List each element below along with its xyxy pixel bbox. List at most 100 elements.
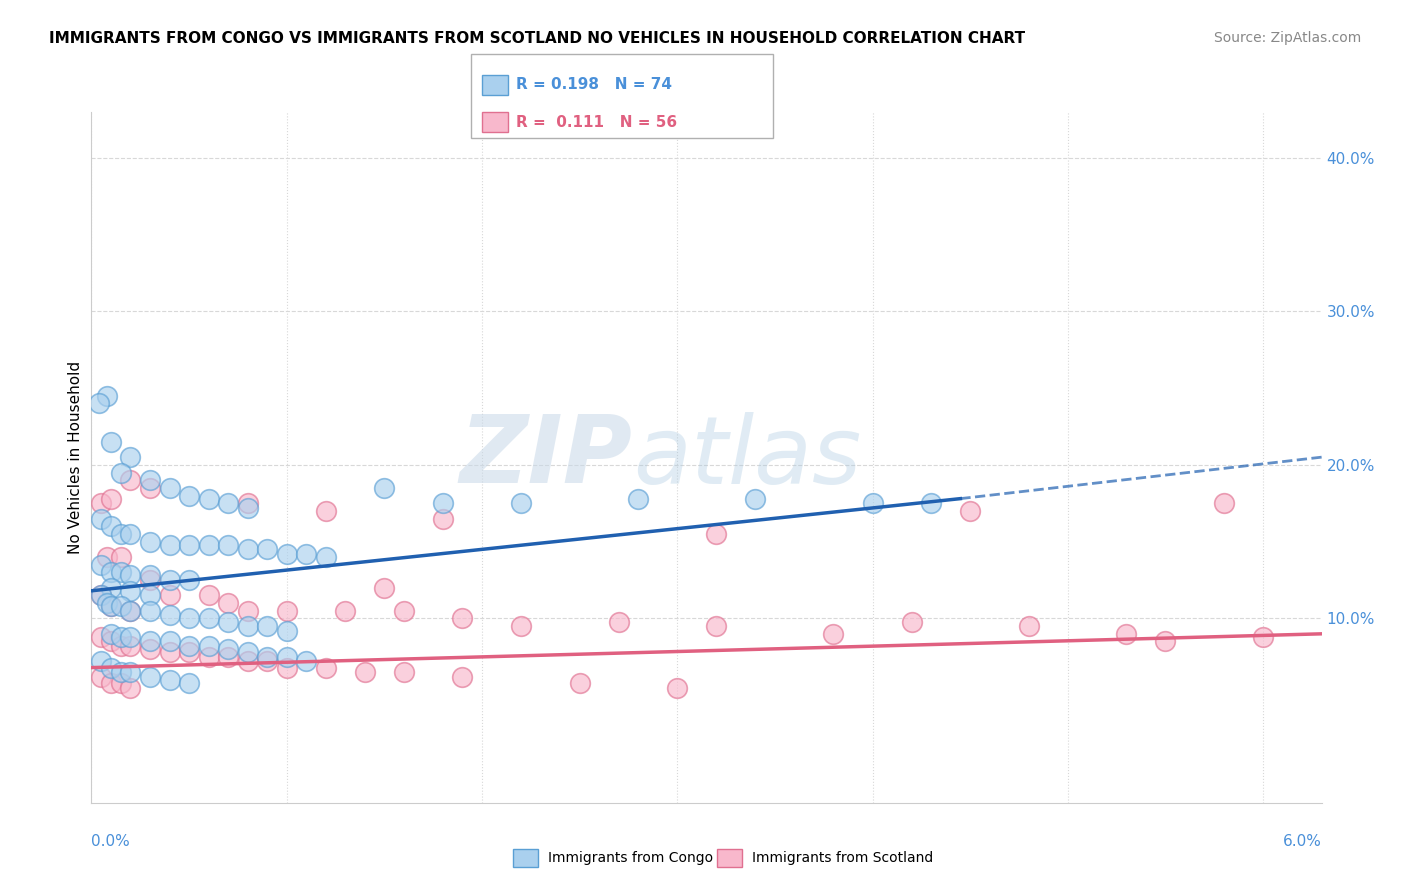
Point <box>159 608 181 623</box>
Point <box>236 655 259 669</box>
Point <box>90 496 112 510</box>
Point <box>256 655 278 669</box>
Point <box>236 542 259 557</box>
Point <box>197 538 219 552</box>
Point <box>100 519 122 533</box>
Point <box>276 547 298 561</box>
Point <box>159 573 181 587</box>
Point <box>90 655 112 669</box>
Point <box>256 649 278 664</box>
Text: Immigrants from Congo: Immigrants from Congo <box>548 851 713 865</box>
Point <box>392 604 415 618</box>
Point <box>110 665 132 680</box>
Point <box>90 589 112 603</box>
Point <box>110 676 132 690</box>
Point <box>1115 627 1137 641</box>
Point <box>568 676 591 690</box>
Point <box>120 473 142 487</box>
Point <box>607 615 630 629</box>
Point <box>236 496 259 510</box>
Text: 0.0%: 0.0% <box>91 834 131 848</box>
Point <box>335 604 357 618</box>
Point <box>451 611 474 625</box>
Point <box>120 604 142 618</box>
Point <box>120 568 142 582</box>
Point <box>295 655 318 669</box>
Point <box>139 473 162 487</box>
Y-axis label: No Vehicles in Household: No Vehicles in Household <box>67 360 83 554</box>
Point <box>256 619 278 633</box>
Point <box>159 538 181 552</box>
Point <box>295 547 318 561</box>
Point <box>139 642 162 657</box>
Point <box>120 583 142 598</box>
Text: R =  0.111   N = 56: R = 0.111 N = 56 <box>516 114 678 129</box>
Point <box>197 649 219 664</box>
Point <box>217 538 239 552</box>
Point <box>177 538 200 552</box>
Point <box>139 589 162 603</box>
Point <box>900 615 922 629</box>
Point <box>120 604 142 618</box>
Point <box>139 534 162 549</box>
Point <box>276 660 298 674</box>
Point <box>96 549 118 564</box>
Point <box>236 645 259 659</box>
Point <box>90 511 112 525</box>
Point <box>666 681 689 695</box>
Point <box>120 527 142 541</box>
Point <box>90 670 112 684</box>
Point <box>110 549 132 564</box>
Point <box>1251 630 1274 644</box>
Point <box>177 611 200 625</box>
Point <box>159 481 181 495</box>
Point <box>236 604 259 618</box>
Point <box>373 581 395 595</box>
Point <box>159 634 181 648</box>
Point <box>110 630 132 644</box>
Point <box>139 604 162 618</box>
Point <box>315 549 337 564</box>
Point <box>177 489 200 503</box>
Point <box>823 627 845 641</box>
Point <box>100 627 122 641</box>
Point <box>315 660 337 674</box>
Point <box>432 496 454 510</box>
Point <box>217 615 239 629</box>
Point <box>100 581 122 595</box>
Point <box>704 527 727 541</box>
Point <box>862 496 884 510</box>
Point <box>1154 634 1177 648</box>
Point <box>627 491 650 506</box>
Point <box>110 566 132 580</box>
Point <box>120 639 142 653</box>
Point <box>217 596 239 610</box>
Point <box>100 491 122 506</box>
Point <box>100 660 122 674</box>
Point <box>236 500 259 515</box>
Point <box>276 624 298 638</box>
Text: ZIP: ZIP <box>460 411 633 503</box>
Point <box>120 665 142 680</box>
Point <box>110 466 132 480</box>
Text: Source: ZipAtlas.com: Source: ZipAtlas.com <box>1213 31 1361 45</box>
Point <box>217 642 239 657</box>
Point <box>120 630 142 644</box>
Point <box>276 604 298 618</box>
Point <box>451 670 474 684</box>
Point <box>704 619 727 633</box>
Point <box>392 665 415 680</box>
Point <box>100 434 122 449</box>
Point <box>959 504 981 518</box>
Point <box>217 496 239 510</box>
Point <box>110 527 132 541</box>
Point <box>139 634 162 648</box>
Point <box>120 450 142 464</box>
Point <box>197 611 219 625</box>
Point <box>177 639 200 653</box>
Point <box>920 496 942 510</box>
Point <box>177 676 200 690</box>
Point <box>373 481 395 495</box>
Point <box>139 568 162 582</box>
Text: IMMIGRANTS FROM CONGO VS IMMIGRANTS FROM SCOTLAND NO VEHICLES IN HOUSEHOLD CORRE: IMMIGRANTS FROM CONGO VS IMMIGRANTS FROM… <box>49 31 1025 46</box>
